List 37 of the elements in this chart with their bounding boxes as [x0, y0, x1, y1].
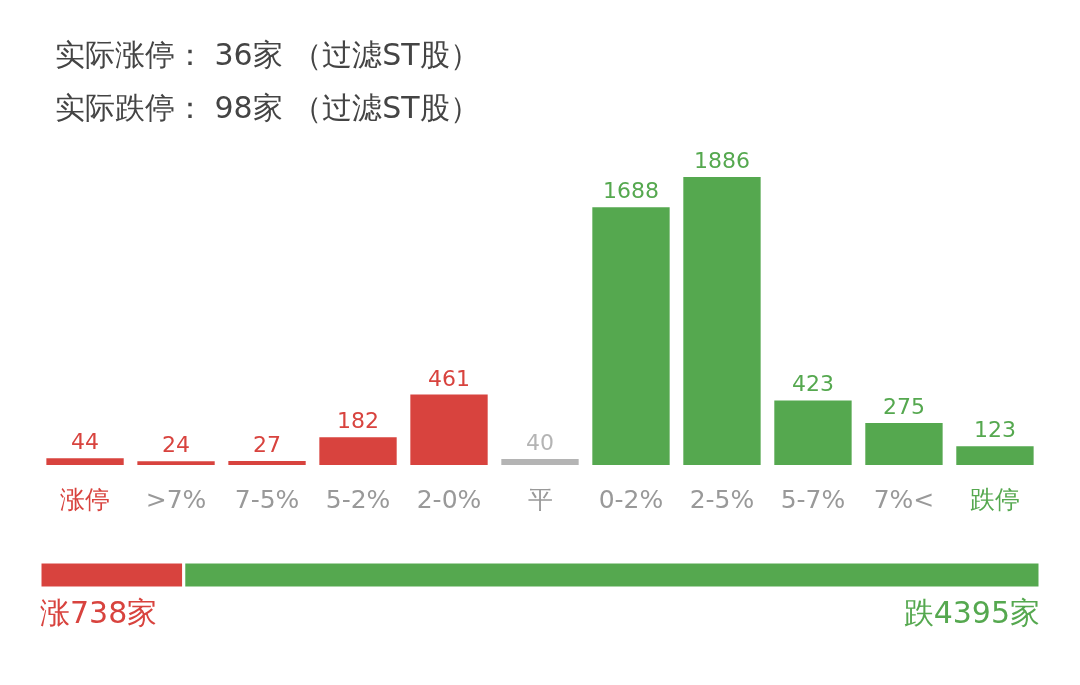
data-label: 275 [882, 394, 925, 420]
text: 实际跌停： 98家 （过滤ST股） [55, 89, 480, 127]
x-tick-label: 5-7% [780, 484, 846, 514]
data-label: 跌4395家 [903, 595, 1040, 630]
data-label: 1688 [602, 178, 659, 204]
bar [137, 461, 215, 465]
x-tick-label: 2-5% [689, 484, 755, 514]
bar [501, 458, 579, 465]
data-label: 24 [162, 432, 191, 458]
bar [683, 177, 761, 465]
data-label: 44 [71, 429, 100, 455]
x-tick-label: 7-5% [234, 484, 300, 514]
bar [956, 446, 1034, 465]
data-label: 1886 [693, 148, 750, 173]
x-tick-label: 0-2% [598, 484, 664, 514]
data-label: 182 [337, 408, 380, 434]
text: 实际涨停： 36家 （过滤ST股） [55, 36, 480, 74]
bar [410, 394, 488, 465]
bar [865, 423, 943, 465]
x-tick-label: 平 [527, 484, 553, 514]
x-tick-label: 涨停 [60, 484, 111, 514]
x-tick-label: 2-0% [416, 484, 482, 514]
data-label: 123 [973, 417, 1016, 443]
x-tick-label: >7% [145, 484, 207, 514]
x-tick-label: 5-2% [325, 484, 391, 514]
bar [46, 458, 124, 465]
data-label: 涨738家 [40, 595, 158, 630]
x-tick-label: 7%< [873, 484, 935, 514]
data-label: 40 [526, 429, 554, 455]
data-label: 461 [428, 365, 471, 391]
bar [774, 400, 852, 465]
data-label: 27 [253, 431, 282, 457]
x-tick-label: 跌停 [969, 484, 1020, 514]
bar [319, 437, 397, 465]
bar [228, 460, 306, 465]
data-label: 423 [791, 371, 834, 397]
bar [592, 207, 670, 465]
